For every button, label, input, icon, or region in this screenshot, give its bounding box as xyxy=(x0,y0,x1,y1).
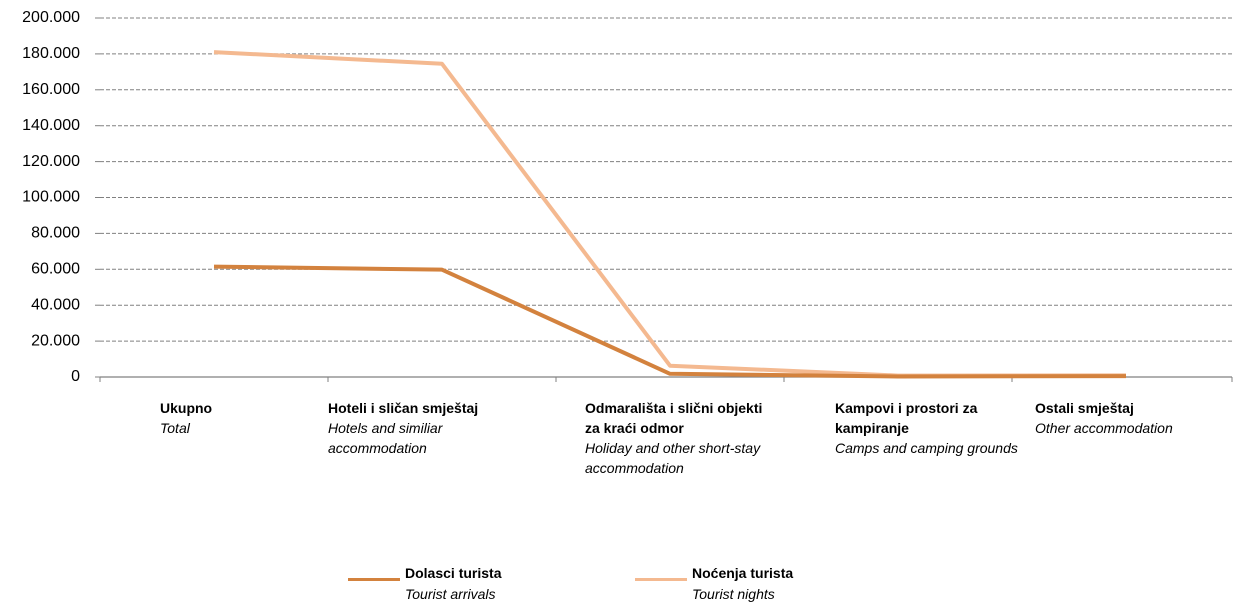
y-tick-label: 40.000 xyxy=(31,296,80,313)
category-name-en: Total xyxy=(160,420,190,436)
series-line xyxy=(213,264,1127,379)
category-name-en: Other accommodation xyxy=(1035,420,1173,436)
y-tick-label: 80.000 xyxy=(31,225,80,242)
category-label: Ostali smještaj Other accommodation xyxy=(1035,398,1225,438)
y-tick-label: 140.000 xyxy=(22,117,80,134)
y-tick-label: 180.000 xyxy=(22,45,80,62)
y-tick-label: 100.000 xyxy=(22,189,80,206)
legend-entry: Noćenja turista Tourist nights xyxy=(692,563,793,605)
category-label: Odmarališta i slični objekti za kraći od… xyxy=(585,398,775,478)
legend-name-en: Tourist arrivals xyxy=(405,586,496,602)
category-name: Kampovi i prostori za kampiranje xyxy=(835,400,978,436)
category-label: Hoteli i sličan smještaj Hotels and simil… xyxy=(328,398,518,458)
category-label: Kampovi i prostori za kampiranje Camps an… xyxy=(835,398,1025,458)
category-name-en: Hotels and similiar accommodation xyxy=(328,420,443,456)
legend-swatch xyxy=(348,578,400,581)
legend-swatch xyxy=(635,578,687,581)
category-name: Hoteli i sličan smještaj xyxy=(328,400,479,416)
legend-entry: Dolasci turista Tourist arrivals xyxy=(405,563,501,605)
category-name: Odmarališta i slični objekti za kraći od… xyxy=(585,400,763,436)
legend-name: Noćenja turista xyxy=(692,565,794,581)
category-name-en: Holiday and other short-stay accommodati… xyxy=(585,440,761,476)
legend-name: Dolasci turista xyxy=(405,565,502,581)
y-tick-label: 60.000 xyxy=(31,261,80,278)
legend-name-en: Tourist nights xyxy=(692,586,775,602)
y-tick-label: 0 xyxy=(71,368,80,385)
category-label: Ukupno Total xyxy=(160,398,350,438)
category-name-en: Camps and camping grounds xyxy=(835,440,1018,456)
y-tick-label: 120.000 xyxy=(22,153,80,170)
category-name: Ukupno xyxy=(160,400,213,416)
y-tick-label: 200.000 xyxy=(22,9,80,26)
y-tick-label: 20.000 xyxy=(31,332,80,349)
category-name: Ostali smještaj xyxy=(1035,400,1134,416)
y-tick-label: 160.000 xyxy=(22,81,80,98)
series-line xyxy=(213,50,1127,378)
